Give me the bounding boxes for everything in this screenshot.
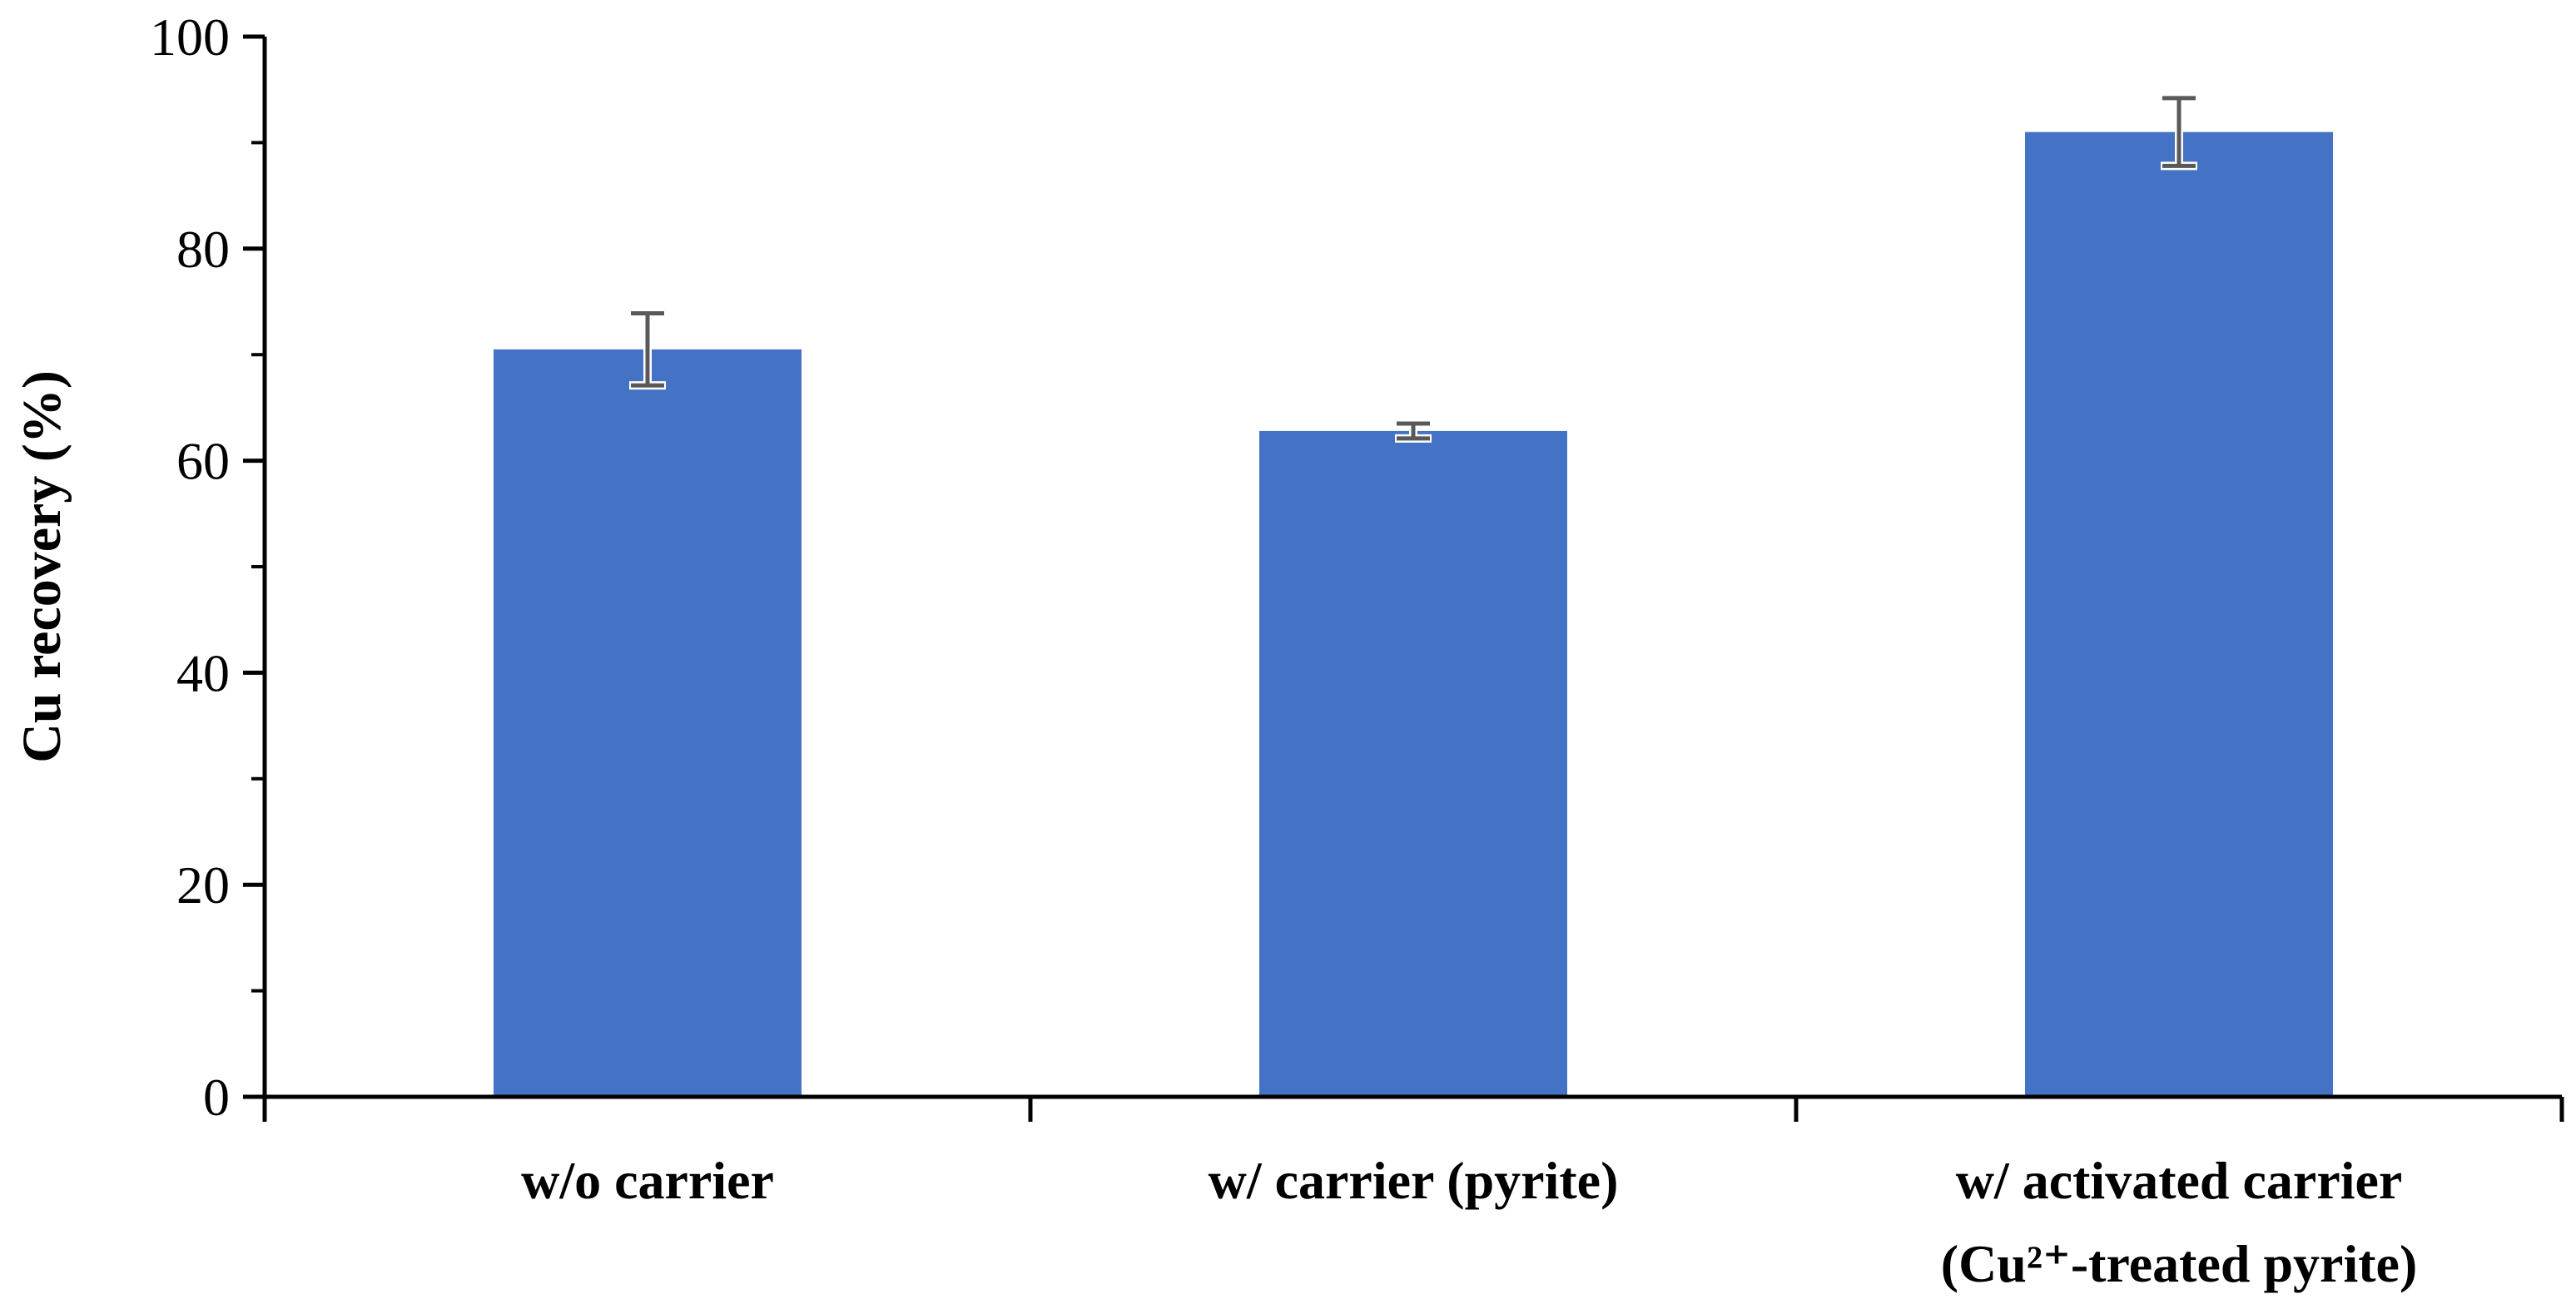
error-bar — [629, 309, 666, 390]
error-bars-layer — [629, 93, 2197, 443]
y-tick-label: 0 — [203, 1068, 230, 1127]
category-label-line1: w/o carrier — [521, 1151, 774, 1210]
bar — [1259, 430, 1567, 1097]
axes-layer — [262, 37, 2562, 1122]
error-bar — [2161, 93, 2197, 171]
category-label-line1: w/ activated carrier — [1956, 1151, 2403, 1210]
y-axis-title: Cu recovery (%) — [12, 370, 72, 763]
bar — [2025, 131, 2333, 1097]
error-bar — [1395, 419, 1432, 443]
y-tick-label: 40 — [176, 643, 230, 702]
bar — [494, 349, 802, 1098]
y-tick-label: 100 — [150, 7, 230, 67]
y-tick-label: 80 — [176, 220, 230, 279]
y-tick-label: 20 — [176, 855, 230, 915]
y-tick-labels: 0 20 40 60 80 100 — [150, 7, 230, 1127]
category-label-line2: (Cu²⁺-treated pyrite) — [1941, 1234, 2418, 1293]
y-tick-label: 60 — [176, 432, 230, 491]
ticks-layer — [243, 34, 2564, 1122]
category-labels: w/o carrier w/ carrier (pyrite) w/ activat… — [521, 1151, 2417, 1293]
bars-layer — [494, 131, 2333, 1098]
category-label-line1: w/ carrier (pyrite) — [1209, 1151, 1619, 1210]
